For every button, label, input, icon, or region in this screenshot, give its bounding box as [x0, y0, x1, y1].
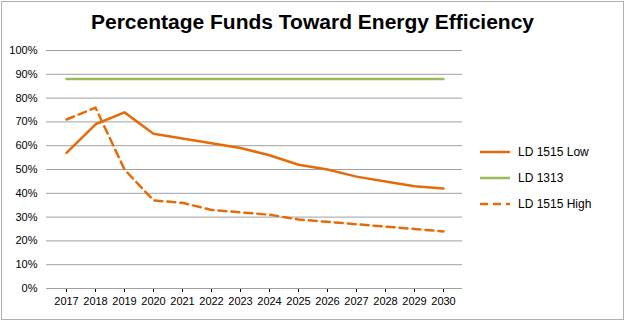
html-text:LD 1515 High: LD 1515 High: [518, 197, 592, 211]
svg-text:2022: 2022: [199, 295, 223, 307]
svg-text:2017: 2017: [54, 295, 78, 307]
svg-text:2026: 2026: [315, 295, 339, 307]
svg-text:2019: 2019: [112, 295, 136, 307]
svg-text:2030: 2030: [431, 295, 455, 307]
svg-text:70%: 70%: [15, 115, 37, 127]
svg-text:2018: 2018: [83, 295, 107, 307]
svg-text:20%: 20%: [15, 234, 37, 246]
svg-text:50%: 50%: [15, 163, 37, 175]
svg-text:30%: 30%: [15, 211, 37, 223]
html-text:LD 1313: LD 1313: [518, 171, 564, 185]
svg-text:80%: 80%: [15, 92, 37, 104]
svg-text:40%: 40%: [15, 187, 37, 199]
svg-text:90%: 90%: [15, 68, 37, 80]
svg-text:10%: 10%: [15, 258, 37, 270]
svg-text:0%: 0%: [22, 282, 38, 294]
svg-text:2029: 2029: [402, 295, 426, 307]
svg-text:60%: 60%: [15, 139, 37, 151]
svg-text:2021: 2021: [170, 295, 194, 307]
svg-text:2025: 2025: [286, 295, 310, 307]
svg-text:2028: 2028: [373, 295, 397, 307]
svg-text:2023: 2023: [228, 295, 252, 307]
svg-text:2020: 2020: [141, 295, 165, 307]
svg-text:100%: 100%: [9, 44, 37, 56]
html-text:Percentage Funds Toward Energy: Percentage Funds Toward Energy Efficienc…: [91, 10, 534, 33]
html-text:LD 1515 Low: LD 1515 Low: [518, 145, 589, 159]
svg-text:2027: 2027: [344, 295, 368, 307]
svg-text:2024: 2024: [257, 295, 281, 307]
